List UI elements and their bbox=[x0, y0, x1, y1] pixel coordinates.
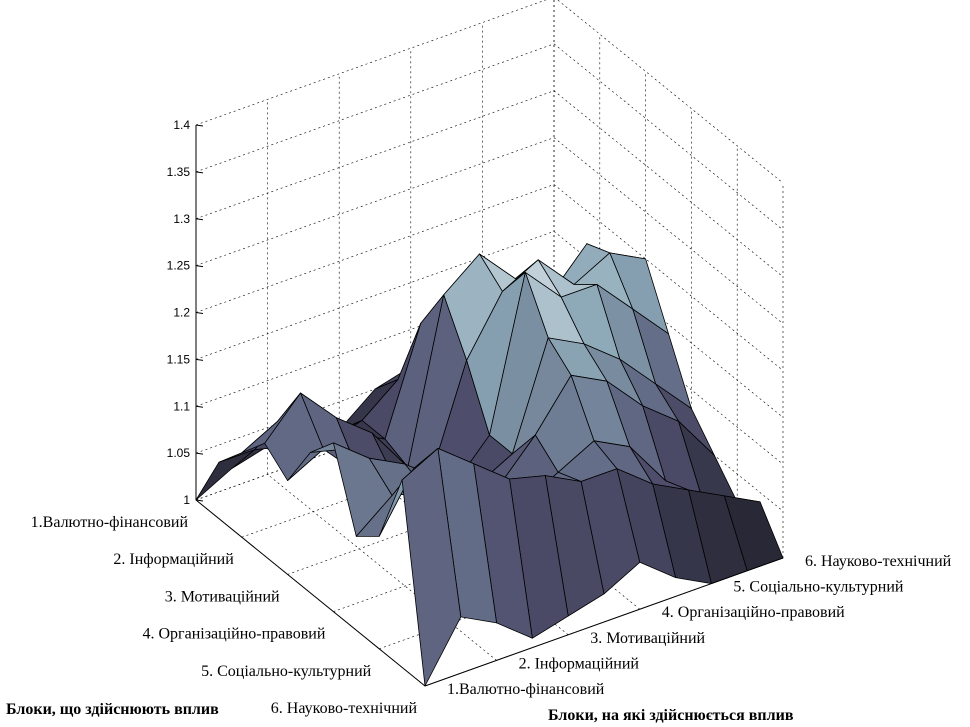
z-tick-label-6: 1.3 bbox=[173, 212, 190, 226]
x-category-label-3: 3. Мотиваційний bbox=[165, 588, 280, 605]
grid-line-left-z-4 bbox=[195, 184, 555, 313]
grid-line-left-z-8 bbox=[195, 0, 547, 126]
grid-line-back-z-6 bbox=[553, 90, 784, 277]
grid-line-left-z-5 bbox=[195, 137, 555, 266]
grid-line-back-z-4 bbox=[553, 184, 784, 371]
y-category-label-1: 1.Валютно-фінансовий bbox=[447, 681, 605, 698]
axis-edge-1 bbox=[424, 557, 784, 687]
z-tick-mark-7 bbox=[195, 171, 204, 174]
z-tick-mark-4 bbox=[195, 312, 204, 314]
z-tick-mark-2 bbox=[195, 405, 204, 408]
y-axis-title: Блоки, на які здійснюється вплив bbox=[548, 707, 794, 724]
y-category-label-2: 2. Інформаційний bbox=[519, 655, 640, 672]
z-tick-label-0: 1 bbox=[183, 493, 190, 507]
surface-layer bbox=[195, 243, 784, 687]
x-category-label-4: 4. Організаційно-правовий bbox=[142, 626, 325, 643]
grid-line-back-z-2 bbox=[553, 278, 784, 465]
z-tick-label-7: 1.35 bbox=[167, 165, 191, 179]
y-category-label-4: 4. Організаційно-правовий bbox=[662, 604, 845, 621]
y-category-label-3: 3. Мотиваційний bbox=[590, 630, 705, 647]
z-tick-mark-5 bbox=[195, 265, 204, 268]
grid-line-left-z-3 bbox=[195, 231, 555, 360]
grid-line-floor-a-2 bbox=[267, 474, 497, 661]
z-tick-mark-6 bbox=[195, 218, 204, 221]
axis-edge-0 bbox=[195, 499, 426, 687]
grid-line-left-z-6 bbox=[195, 90, 555, 220]
z-tick-mark-8 bbox=[195, 124, 204, 127]
z-tick-label-5: 1.25 bbox=[167, 259, 191, 273]
x-category-label-5: 5. Соціально-культурний bbox=[201, 663, 372, 680]
x-category-label-2: 2. Інформаційний bbox=[113, 551, 234, 568]
y-category-label-6: 6. Науково-технічний bbox=[805, 553, 952, 570]
z-tick-label-1: 1.05 bbox=[167, 446, 191, 460]
x-category-label-1: 1.Валютно-фінансовий bbox=[31, 514, 189, 531]
z-tick-mark-1 bbox=[195, 452, 204, 455]
x-category-label-6: 6. Науково-технічний bbox=[271, 700, 418, 717]
y-category-label-5: 5. Соціально-культурний bbox=[733, 579, 904, 596]
z-tick-label-3: 1.15 bbox=[167, 352, 191, 366]
surface-facet-0-9 bbox=[195, 449, 256, 501]
z-tick-label-8: 1.4 bbox=[173, 118, 190, 132]
z-tick-mark-0 bbox=[195, 499, 204, 502]
surface-facet-0-0 bbox=[401, 447, 462, 687]
z-tick-label-4: 1.2 bbox=[173, 306, 190, 320]
z-tick-label-2: 1.1 bbox=[173, 399, 190, 413]
label-layer: 1 1.05 1.1 1.15 1.2 1.25 1.3 1.35 1.4 1.Валютно-ф… bbox=[31, 118, 952, 717]
axis-box-layer bbox=[195, 124, 784, 687]
grid-line-back-z-1 bbox=[553, 324, 784, 512]
grid-line-back-z-5 bbox=[553, 137, 784, 324]
grid-line-back-z-3 bbox=[553, 231, 784, 418]
grid-line-left-z-7 bbox=[195, 43, 555, 173]
grid-line-back-z-7 bbox=[553, 43, 784, 231]
grid-line-back-z-8 bbox=[557, 0, 784, 184]
x-axis-title: Блоки, що здійснюють вплив bbox=[6, 701, 219, 718]
z-tick-mark-3 bbox=[195, 358, 204, 361]
